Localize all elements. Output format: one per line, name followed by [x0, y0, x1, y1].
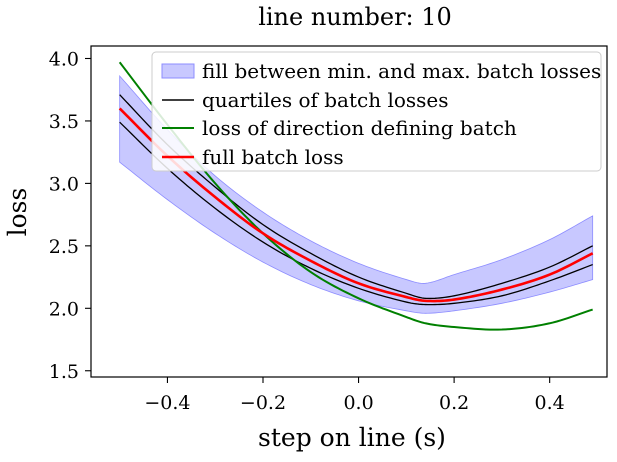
legend-box [151, 51, 602, 172]
legend: fill between min. and max. batch losses … [151, 51, 602, 172]
x-tick-label: 0.0 [343, 392, 373, 414]
series-upper-quartile-line [119, 94, 593, 300]
series-full-batch-line [118, 107, 594, 303]
plot-marks [118, 61, 594, 331]
legend-label-quartiles: quartiles of batch losses [202, 88, 449, 112]
y-tick-label: 3.0 [49, 173, 79, 195]
series-direction-batch-line [118, 61, 593, 331]
axis-ticks: −0.4 −0.2 0.0 0.2 0.4 1.5 2.0 2.5 3.0 3.5 4.0 [49, 48, 565, 414]
legend-swatch-fill [161, 63, 195, 79]
legend-label-full: full batch loss [202, 145, 344, 169]
y-tick-label: 3.5 [49, 111, 79, 133]
y-tick-label: 4.0 [49, 48, 79, 70]
legend-label-fill: fill between min. and max. batch losses [202, 59, 601, 83]
y-tick-label: 2.0 [49, 298, 79, 320]
series-band-min-max [119, 74, 594, 314]
y-tick-label: 2.5 [49, 236, 79, 258]
y-axis-label: loss [3, 188, 32, 237]
x-tick-label: 0.2 [439, 392, 469, 414]
x-axis-label: step on line (s) [258, 423, 446, 452]
x-tick-label: −0.2 [240, 392, 286, 414]
y-tick-label: 1.5 [49, 361, 79, 383]
legend-label-direction: loss of direction defining batch [202, 116, 517, 140]
x-tick-label: −0.4 [144, 392, 190, 414]
series-lower-quartile-line [119, 121, 593, 306]
chart-title: line number: 10 [258, 3, 452, 31]
x-tick-label: 0.4 [535, 392, 565, 414]
plot-frame [90, 45, 608, 378]
